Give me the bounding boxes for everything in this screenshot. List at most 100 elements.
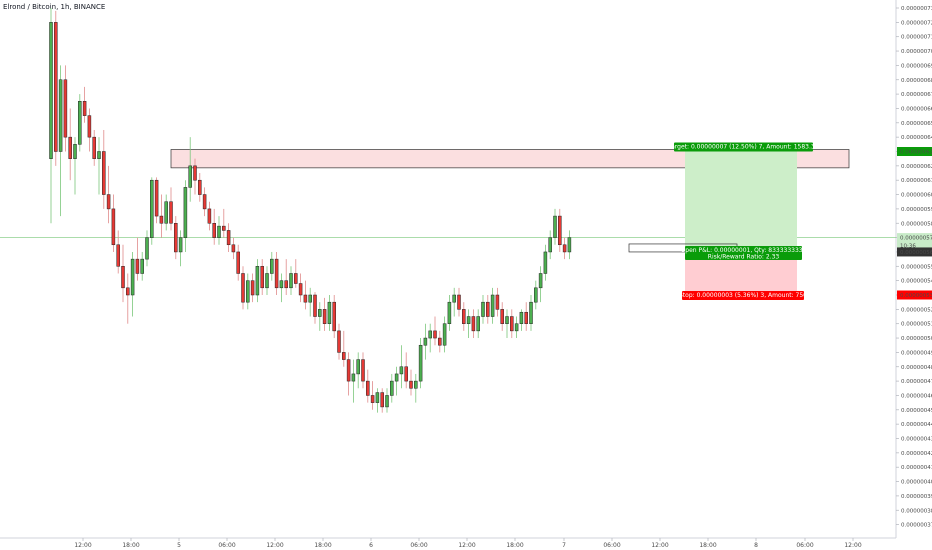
candle-body bbox=[409, 380, 413, 389]
y-tick-label: 0.00000068 bbox=[901, 78, 932, 84]
candle-body bbox=[558, 215, 562, 246]
candle-body bbox=[332, 301, 336, 332]
axis-stop-badge-text: 0.00000053 bbox=[900, 293, 932, 299]
candle-body bbox=[106, 194, 111, 210]
candle-body bbox=[447, 301, 452, 324]
candle-body bbox=[164, 201, 168, 224]
y-tick-label: 0.00000066 bbox=[901, 106, 932, 112]
candle-body bbox=[562, 244, 567, 253]
x-tick-label: 06:00 bbox=[218, 542, 235, 549]
axis-countdown-badge-text: 10:36 bbox=[900, 244, 916, 250]
candle-body bbox=[222, 225, 226, 231]
candle-body bbox=[418, 344, 423, 382]
y-tick-label: 0.00000061 bbox=[901, 178, 932, 184]
axis-stop-badge: 0.00000053 bbox=[897, 290, 932, 300]
y-tick-label: 0.00000064 bbox=[901, 135, 932, 141]
candle-body bbox=[250, 280, 255, 296]
candle-body bbox=[87, 115, 92, 138]
candle-body bbox=[505, 316, 509, 324]
candle-body bbox=[289, 273, 293, 289]
candle-body bbox=[279, 280, 284, 289]
candle-body bbox=[82, 101, 87, 116]
candle-body bbox=[524, 311, 528, 324]
x-tick-label: 18:00 bbox=[122, 542, 139, 549]
x-tick-label: 12:00 bbox=[844, 542, 861, 549]
axis-current-badge: 0.00000057 bbox=[897, 233, 932, 243]
axis-entry-badge-text: 0.00000056 bbox=[900, 250, 932, 256]
candle-body bbox=[442, 323, 447, 346]
candle-body bbox=[529, 301, 533, 324]
candle-body bbox=[68, 136, 72, 159]
stop-label: Stop: 0.00000003 (5.36%) 3, Amount: 750 bbox=[679, 291, 807, 300]
target-label-bg bbox=[674, 142, 813, 152]
candle-body bbox=[294, 273, 298, 284]
candle-body bbox=[121, 266, 125, 289]
candle-body bbox=[198, 179, 202, 195]
chart-symbol-title: Elrond / Bitcoin, 1h, BINANCE bbox=[3, 3, 106, 11]
candle-body bbox=[318, 309, 322, 317]
candle-body bbox=[116, 244, 120, 267]
candle-body bbox=[231, 244, 236, 253]
y-tick-label: 0.00000044 bbox=[901, 422, 932, 428]
x-tick-label: 18:00 bbox=[699, 542, 716, 549]
candle-body bbox=[236, 251, 240, 274]
x-tick-label: 7 bbox=[562, 542, 566, 549]
candle-body bbox=[54, 22, 58, 152]
y-tick-label: 0.00000052 bbox=[901, 307, 932, 313]
y-tick-label: 0.00000051 bbox=[901, 322, 932, 328]
candle-body bbox=[476, 316, 480, 332]
candle-body bbox=[466, 316, 471, 324]
x-tick-label: 06:00 bbox=[603, 542, 620, 549]
candle-body bbox=[375, 392, 380, 403]
candle-body bbox=[394, 373, 399, 382]
y-tick-label: 0.00000067 bbox=[901, 92, 932, 98]
candle-body bbox=[126, 287, 130, 296]
candle-body bbox=[433, 330, 437, 339]
candle-body bbox=[183, 187, 188, 238]
candle-body bbox=[274, 258, 279, 289]
axis-target-badge-bg bbox=[897, 147, 932, 156]
candle-body bbox=[169, 201, 173, 224]
axis-stop-badge-bg bbox=[897, 290, 932, 300]
axis-target-badge-text: 0.00000063 bbox=[900, 150, 932, 156]
candle-body bbox=[346, 359, 351, 382]
target-label: Target: 0.00000007 (12.50%) 7, Amount: 1… bbox=[667, 142, 819, 152]
candle-body bbox=[327, 301, 332, 324]
x-tick-label: 12:00 bbox=[458, 542, 475, 549]
x-tick-label: 18:00 bbox=[314, 542, 331, 549]
candle-body bbox=[322, 309, 327, 324]
pnl-label-text: Risk/Reward Ratio: 2.33 bbox=[708, 253, 780, 260]
y-tick-label: 0.00000058 bbox=[901, 221, 932, 227]
x-tick-label: 12:00 bbox=[74, 542, 91, 549]
candle-body bbox=[423, 337, 428, 346]
y-tick-label: 0.00000049 bbox=[901, 350, 932, 356]
candle-body bbox=[207, 208, 212, 224]
y-tick-label: 0.00000055 bbox=[901, 264, 932, 270]
axis-current-badge-bg bbox=[897, 233, 932, 243]
y-tick-label: 0.00000054 bbox=[901, 279, 932, 285]
y-tick-label: 0.00000065 bbox=[901, 121, 932, 127]
candle-body bbox=[510, 316, 514, 332]
candle-body bbox=[255, 266, 260, 296]
candle-body bbox=[380, 392, 384, 408]
candle-body bbox=[303, 294, 308, 303]
candle-body bbox=[130, 258, 135, 296]
candle-body bbox=[150, 179, 154, 238]
candle-body bbox=[174, 223, 178, 253]
y-tick-label: 0.00000042 bbox=[901, 451, 932, 457]
candle-body bbox=[202, 194, 207, 210]
candle-body bbox=[404, 366, 408, 382]
candle-body bbox=[385, 395, 389, 408]
candle-body bbox=[193, 165, 197, 181]
candle-body bbox=[481, 301, 485, 317]
pnl-label-bg bbox=[685, 245, 802, 260]
y-tick-label: 0.00000050 bbox=[901, 336, 932, 342]
candle-body bbox=[457, 294, 461, 310]
candle-body bbox=[351, 373, 356, 382]
pnl-label: Open P&L: 0.00000001, Qty: 8333333333Ris… bbox=[681, 245, 807, 260]
candle-body bbox=[188, 165, 192, 188]
candle-body bbox=[308, 294, 312, 303]
candle-body bbox=[414, 380, 418, 389]
candle-body bbox=[567, 237, 572, 253]
